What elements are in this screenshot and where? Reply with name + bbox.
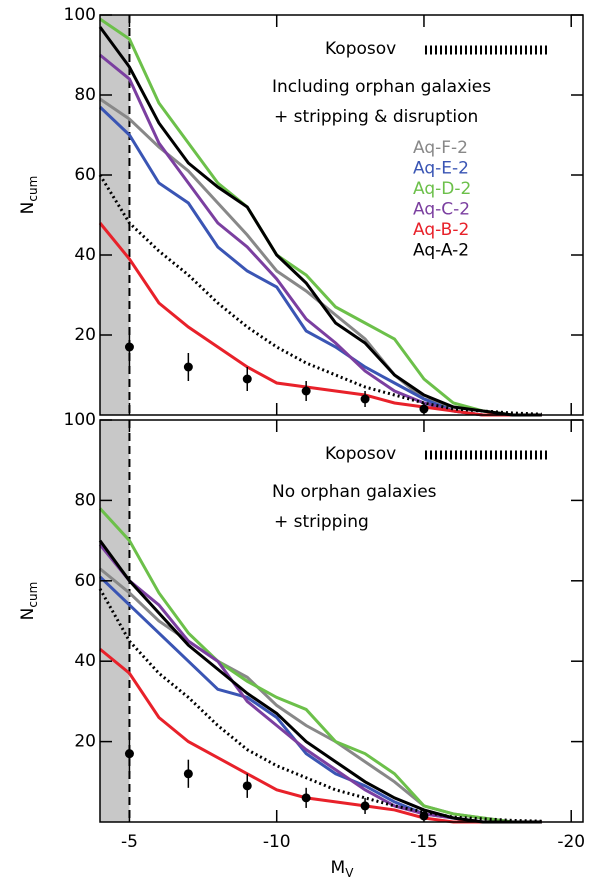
y-tick-label: 80 [74, 490, 96, 510]
data-point [301, 793, 311, 803]
y-label-sub: cum [26, 176, 40, 202]
model-legend-label: Koposov [325, 444, 396, 464]
x-label-sub: V [345, 866, 354, 880]
y-tick-label: 40 [74, 245, 96, 265]
data-point [360, 801, 370, 811]
y-tick-label: 100 [64, 5, 96, 25]
legend-entry: Aq-B-2 [413, 220, 469, 240]
axes-frame [99, 419, 584, 823]
data-point [242, 374, 252, 384]
data-point [124, 342, 134, 352]
y-axis-label: Ncum [18, 582, 40, 621]
series-line [98, 507, 542, 824]
x-tick-label: -10 [263, 832, 291, 852]
axes-frame [99, 14, 584, 416]
x-tick-label: -20 [557, 832, 585, 852]
model-line [98, 174, 542, 416]
data-point [360, 394, 370, 404]
y-tick-label: 60 [74, 165, 96, 185]
x-tick-label: -15 [410, 832, 438, 852]
x-tick-label: -5 [121, 832, 138, 852]
series-line [98, 543, 542, 824]
data-point [183, 769, 193, 779]
x-label-main: M [331, 858, 346, 878]
shaded-region [100, 420, 130, 822]
legend-entry: Aq-C-2 [413, 200, 470, 220]
annotation: No orphan galaxies [272, 482, 437, 502]
y-tick-label: 40 [74, 651, 96, 671]
series-line [98, 26, 542, 417]
data-point [183, 362, 193, 372]
legend-entry: Aq-D-2 [413, 179, 471, 199]
data-point [242, 781, 252, 791]
model-line [98, 588, 542, 823]
model-legend-label: Koposov [325, 39, 396, 59]
annotation: + stripping [274, 512, 369, 532]
series-line [99, 647, 542, 824]
y-label-main: N [18, 202, 38, 215]
legend-entry: Aq-F-2 [413, 138, 468, 158]
series-line [98, 539, 542, 824]
x-axis-label: MV [331, 858, 355, 880]
series-line [98, 222, 542, 417]
y-label-main: N [18, 608, 38, 621]
annotation: + stripping & disruption [274, 107, 478, 127]
data-point [124, 749, 134, 759]
y-tick-label: 80 [74, 85, 96, 105]
series-line [99, 17, 542, 417]
legend-entry: Aq-A-2 [413, 241, 469, 261]
annotation: Including orphan galaxies [272, 77, 491, 97]
legend-entry: Aq-E-2 [413, 159, 469, 179]
data-point [301, 386, 311, 396]
y-tick-label: 100 [64, 410, 96, 430]
y-tick-label: 20 [74, 325, 96, 345]
y-tick-label: 20 [74, 732, 96, 752]
y-label-sub: cum [26, 582, 40, 608]
y-axis-label: Ncum [18, 176, 40, 215]
y-tick-label: 60 [74, 571, 96, 591]
